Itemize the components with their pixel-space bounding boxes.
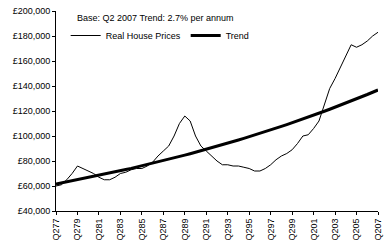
svg-text:£80,000: £80,000: [18, 156, 51, 166]
svg-text:Q289: Q289: [180, 219, 190, 241]
svg-text:£40,000: £40,000: [18, 206, 51, 216]
svg-text:Q285: Q285: [137, 219, 147, 241]
svg-text:Q283: Q283: [115, 219, 125, 241]
svg-text:Q279: Q279: [72, 219, 82, 241]
svg-text:Real House Prices: Real House Prices: [106, 31, 181, 41]
svg-text:Q295: Q295: [244, 219, 254, 241]
svg-text:Q287: Q287: [158, 219, 168, 241]
svg-text:£60,000: £60,000: [18, 181, 51, 191]
svg-text:Q201: Q201: [309, 219, 319, 241]
svg-text:£140,000: £140,000: [13, 81, 51, 91]
svg-text:Q299: Q299: [287, 219, 297, 241]
svg-text:£200,000: £200,000: [13, 6, 51, 16]
svg-text:Trend: Trend: [226, 31, 249, 41]
svg-text:Q207: Q207: [373, 219, 383, 241]
svg-text:Q293: Q293: [223, 219, 233, 241]
svg-text:Q205: Q205: [351, 219, 361, 241]
svg-text:Q297: Q297: [266, 219, 276, 241]
svg-text:£100,000: £100,000: [13, 131, 51, 141]
svg-text:Q291: Q291: [201, 219, 211, 241]
svg-text:Q203: Q203: [330, 219, 340, 241]
svg-text:£160,000: £160,000: [13, 56, 51, 66]
svg-text:£180,000: £180,000: [13, 31, 51, 41]
svg-text:Q277: Q277: [51, 219, 61, 241]
svg-text:£120,000: £120,000: [13, 106, 51, 116]
svg-text:Base: Q2 2007 Trend: 2.7% per: Base: Q2 2007 Trend: 2.7% per annum: [77, 13, 234, 23]
svg-text:Q281: Q281: [94, 219, 104, 241]
